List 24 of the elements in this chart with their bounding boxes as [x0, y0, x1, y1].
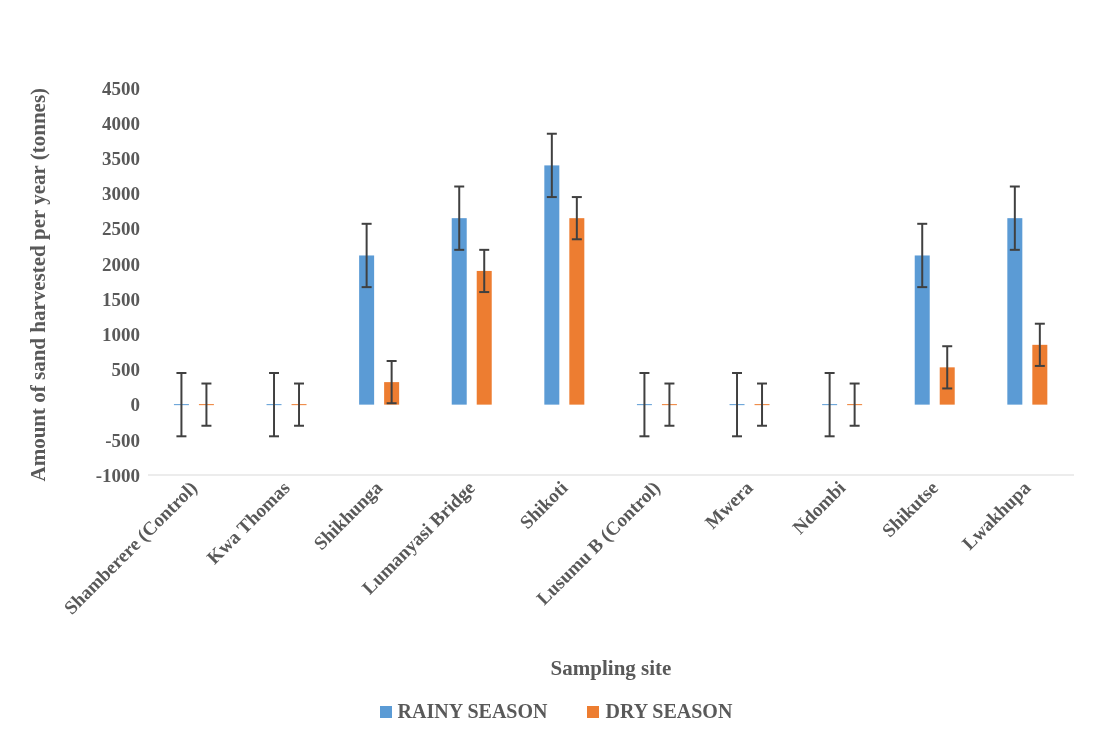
bar [544, 165, 560, 405]
bar [1032, 344, 1048, 405]
bar [1007, 218, 1023, 405]
y-tick-label: 3000 [102, 183, 140, 205]
y-tick-label: 1500 [102, 288, 140, 310]
y-tick-label: 1000 [102, 324, 140, 346]
y-tick-label: 500 [111, 359, 140, 381]
bar [476, 270, 492, 405]
x-axis-title: Sampling site [550, 656, 672, 680]
legend-label: RAINY SEASON [396, 700, 548, 723]
y-tick-label: 0 [130, 394, 140, 416]
legend-label: DRY SEASON [604, 700, 733, 723]
bar [914, 255, 930, 405]
y-axis-title: Amount of sand harvested per year (tonnes) [26, 87, 51, 482]
bar [569, 218, 585, 405]
bar [451, 218, 467, 405]
y-tick-label: -1000 [95, 464, 140, 486]
y-tick-label: 2500 [102, 218, 140, 240]
y-tick-label: -500 [105, 429, 140, 451]
y-tick-label: 2000 [102, 253, 140, 275]
y-tick-label: 4500 [102, 77, 140, 99]
y-tick-label: 4000 [102, 112, 140, 134]
bar [359, 255, 375, 405]
y-tick-label: 3500 [102, 148, 140, 170]
